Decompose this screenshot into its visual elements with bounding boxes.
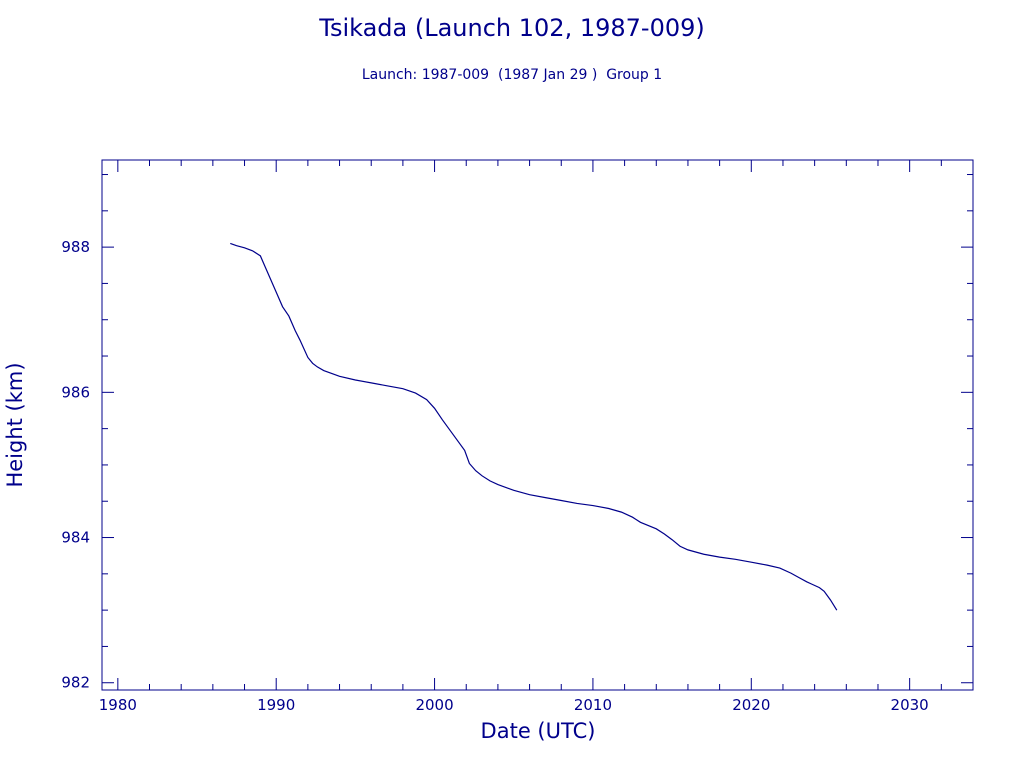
y-tick-label: 988 — [61, 238, 90, 256]
y-axis-label: Height (km) — [3, 362, 27, 487]
x-tick-label: 2030 — [891, 696, 929, 714]
y-tick-label: 984 — [61, 529, 90, 547]
x-tick-label: 1980 — [99, 696, 137, 714]
x-axis-label: Date (UTC) — [481, 719, 596, 743]
height-series-line — [230, 242, 838, 611]
x-tick-label: 2020 — [732, 696, 770, 714]
chart-title: Tsikada (Launch 102, 1987-009) — [319, 14, 705, 42]
x-tick-label: 2010 — [574, 696, 612, 714]
axis-tick-labels: 1980 1990 2000 2010 2020 2030 982 984 986 988 — [61, 238, 928, 714]
chart-subtitle: Launch: 1987-009 (1987 Jan 29 ) Group 1 — [361, 67, 663, 83]
x-tick-label: 2000 — [415, 696, 453, 714]
y-tick-label: 982 — [61, 674, 90, 692]
y-tick-label: 986 — [61, 383, 90, 401]
axis-ticks — [102, 160, 974, 690]
x-tick-label: 1990 — [257, 696, 295, 714]
plot-frame — [101, 159, 974, 691]
